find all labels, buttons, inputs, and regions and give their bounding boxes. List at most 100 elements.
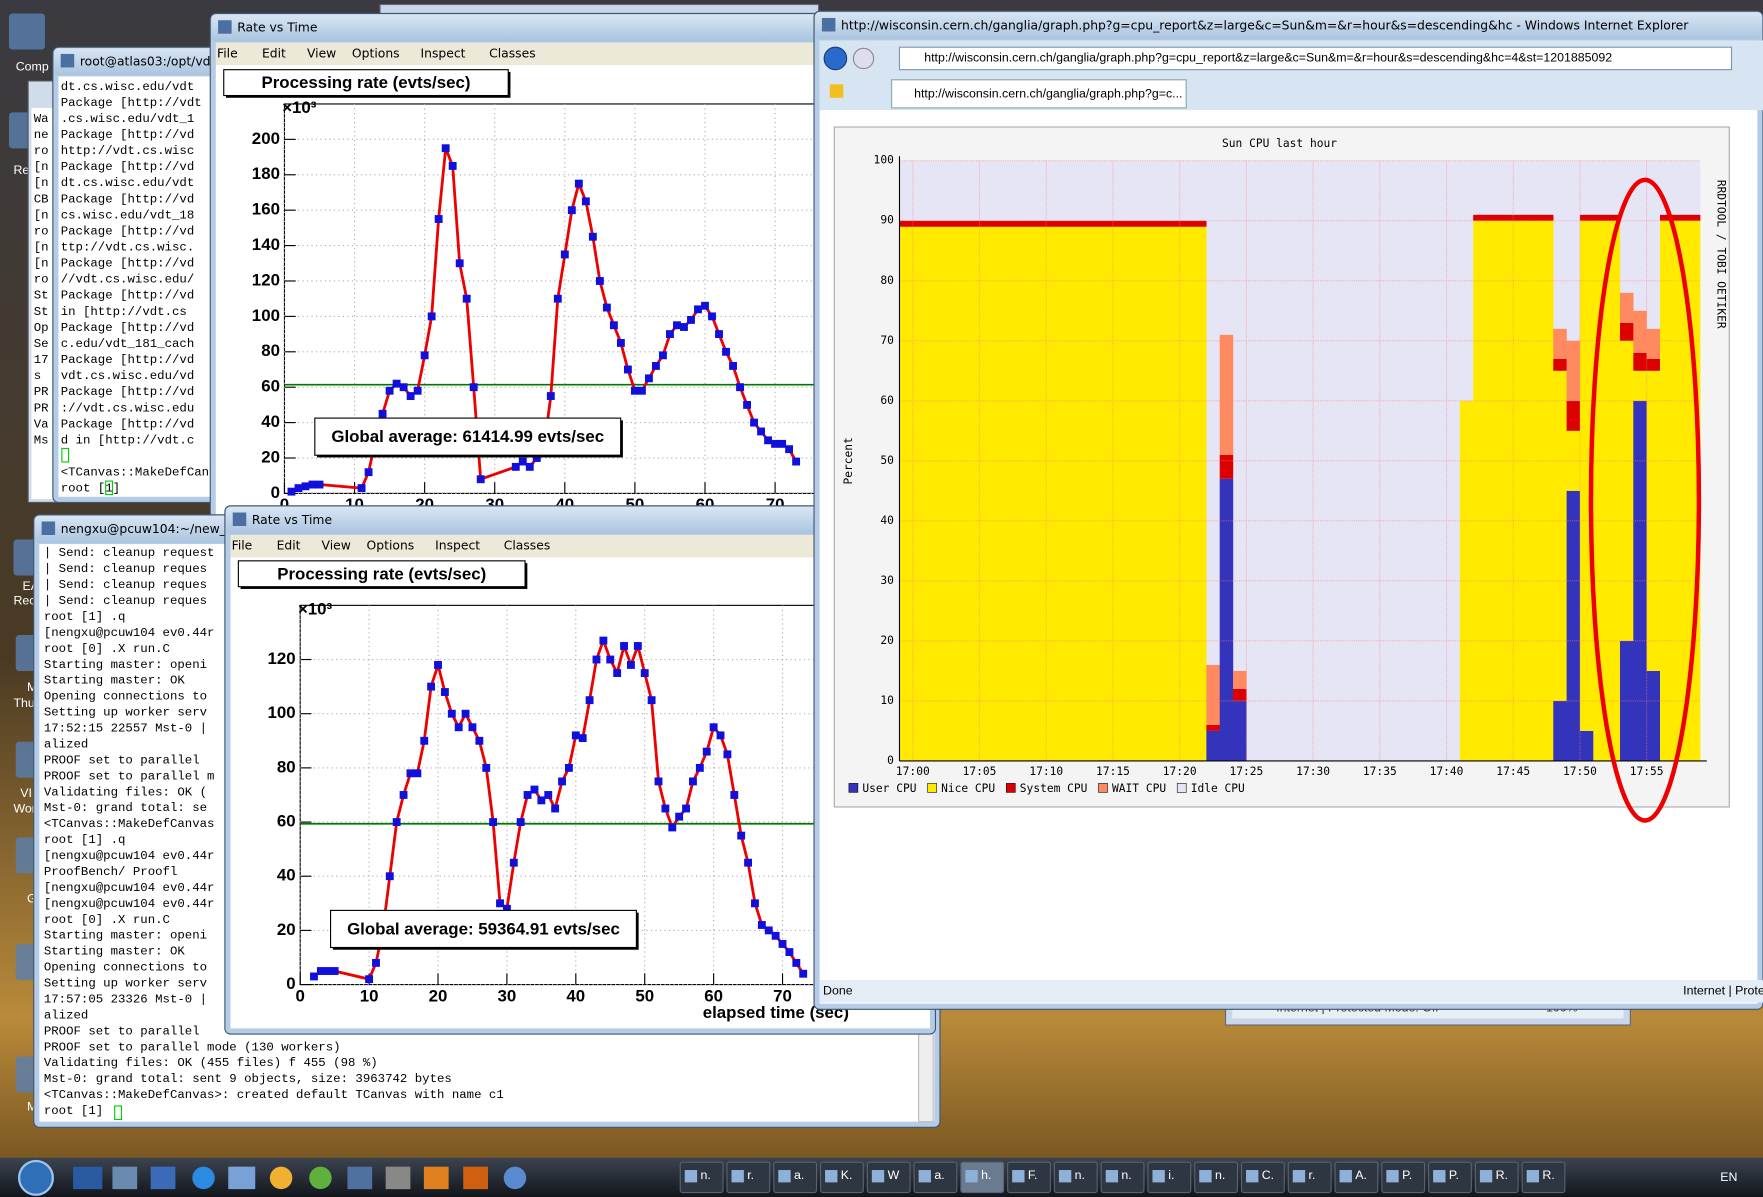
menu-item[interactable]: Options	[352, 46, 400, 60]
title-box	[237, 560, 526, 588]
terminal-line: root [1] .q	[44, 610, 126, 624]
quicklaunch-icon[interactable]	[269, 1166, 293, 1190]
y-tick-label: 100	[268, 703, 296, 722]
y-tick-label: 40	[277, 866, 296, 885]
x-tick-label: 50	[635, 986, 654, 1005]
quicklaunch-icon[interactable]	[112, 1166, 138, 1190]
rate-marker	[413, 769, 422, 778]
cpu-segment	[1166, 220, 1181, 227]
taskbar-button[interactable]	[726, 1161, 771, 1194]
cpu-segment	[1553, 160, 1567, 329]
rate-marker	[399, 383, 408, 392]
rate-marker	[588, 232, 597, 241]
graph-title: Sun CPU last hour	[1222, 137, 1337, 150]
rate-marker	[730, 791, 739, 799]
taskbar-button[interactable]	[1007, 1161, 1051, 1194]
taskbar-button[interactable]	[1521, 1161, 1566, 1194]
terminal-line: vdt.cs.wisc.edu/vd	[61, 369, 195, 383]
cpu-segment	[1526, 160, 1541, 215]
menu-item[interactable]: Inspect	[435, 539, 480, 553]
menu-item[interactable]: Edit	[262, 46, 286, 60]
rate-marker	[623, 365, 632, 374]
terminal-line: Package [http://vd	[61, 321, 195, 335]
rate-marker	[682, 804, 690, 813]
taskbar-button[interactable]	[1474, 1161, 1519, 1194]
back-button[interactable]	[823, 46, 848, 71]
quicklaunch-icon[interactable]	[192, 1166, 215, 1190]
terminal-line: Package [http://vd	[61, 257, 195, 271]
taskbar-button[interactable]	[773, 1161, 818, 1194]
menu-item[interactable]: Edit	[277, 539, 301, 553]
taskbar-button[interactable]	[1240, 1161, 1285, 1194]
taskbar-button[interactable]	[960, 1161, 1005, 1194]
desktop-icon[interactable]	[8, 13, 45, 50]
taskbar-button[interactable]	[866, 1161, 911, 1194]
favorites-icon[interactable]	[829, 84, 844, 98]
legend-label: System CPU	[1020, 782, 1088, 795]
x-tick-label: 0	[296, 986, 305, 1005]
taskbar-button[interactable]	[1334, 1161, 1379, 1194]
rate-marker	[701, 301, 709, 310]
menu-item[interactable]: Inspect	[421, 46, 466, 60]
menu-item[interactable]: File	[232, 539, 253, 553]
x-tick-label: 17:05	[963, 765, 997, 778]
rate-marker	[729, 362, 737, 370]
x-tick-label: 17:10	[1029, 765, 1063, 778]
quicklaunch-icon[interactable]	[503, 1166, 527, 1190]
quicklaunch-icon[interactable]	[385, 1166, 411, 1190]
rate-marker	[708, 312, 716, 321]
forward-button[interactable]	[852, 47, 875, 70]
cpu-segment	[1072, 220, 1087, 227]
taskbar-button[interactable]	[1100, 1161, 1145, 1194]
menu-item[interactable]: Classes	[489, 46, 536, 60]
cpu-segment	[1526, 220, 1541, 761]
taskbar-icon	[871, 1170, 885, 1183]
quicklaunch-icon[interactable]	[73, 1166, 103, 1190]
quicklaunch-icon[interactable]	[309, 1166, 332, 1190]
taskbar-button[interactable]	[913, 1161, 958, 1194]
x-tick-label: 17:15	[1096, 765, 1130, 778]
taskbar-label: r.	[747, 1168, 754, 1182]
tab[interactable]	[891, 79, 1187, 109]
quicklaunch-icon[interactable]	[228, 1166, 256, 1190]
taskbar-label: W	[888, 1168, 900, 1182]
rate-marker	[294, 484, 303, 493]
taskbar-button[interactable]	[1428, 1161, 1472, 1194]
taskbar-button[interactable]	[1053, 1161, 1098, 1194]
menu-item[interactable]: Classes	[504, 539, 551, 553]
rate-marker	[365, 975, 374, 984]
taskbar-button[interactable]	[1381, 1161, 1426, 1194]
cpu-segment	[1193, 160, 1207, 221]
menu-item[interactable]: File	[217, 46, 238, 60]
start-button[interactable]	[17, 1159, 54, 1196]
menu-item[interactable]: Options	[367, 539, 415, 553]
menu-item[interactable]: View	[307, 46, 336, 60]
taskbar-button[interactable]	[1287, 1161, 1332, 1194]
cpu-segment	[1513, 160, 1527, 215]
icon-label: Comp	[16, 60, 49, 74]
taskbar-button[interactable]	[1194, 1161, 1239, 1194]
language-indicator[interactable]: EN	[1720, 1170, 1737, 1184]
quicklaunch-icon[interactable]	[150, 1166, 176, 1190]
quicklaunch-icon[interactable]	[347, 1166, 373, 1190]
cpu-segment	[1206, 730, 1221, 761]
cpu-segment	[1566, 430, 1581, 491]
cpu-segment	[1473, 214, 1487, 221]
taskbar-button[interactable]	[819, 1161, 864, 1194]
terminal-line: root [1]	[44, 1104, 103, 1118]
menu-item[interactable]: View	[322, 539, 351, 553]
terminal-line: Validating files: OK (455 files) f 455 (…	[44, 1056, 378, 1070]
terminal-line: Starting master: OK	[44, 674, 186, 688]
quicklaunch-icon[interactable]	[463, 1166, 488, 1190]
x-tick-label: 17:40	[1430, 765, 1464, 778]
taskbar-button[interactable]	[679, 1161, 724, 1194]
x-tick-label: 10	[360, 986, 379, 1005]
rate-marker	[434, 215, 443, 223]
address-bar[interactable]	[898, 46, 1733, 71]
taskbar-button[interactable]	[1147, 1161, 1192, 1194]
quicklaunch-icon[interactable]	[423, 1166, 449, 1190]
cpu-segment	[1486, 214, 1501, 221]
cpu-segment	[1553, 358, 1567, 371]
cpu-segment	[979, 160, 994, 221]
rate-marker	[560, 250, 569, 259]
